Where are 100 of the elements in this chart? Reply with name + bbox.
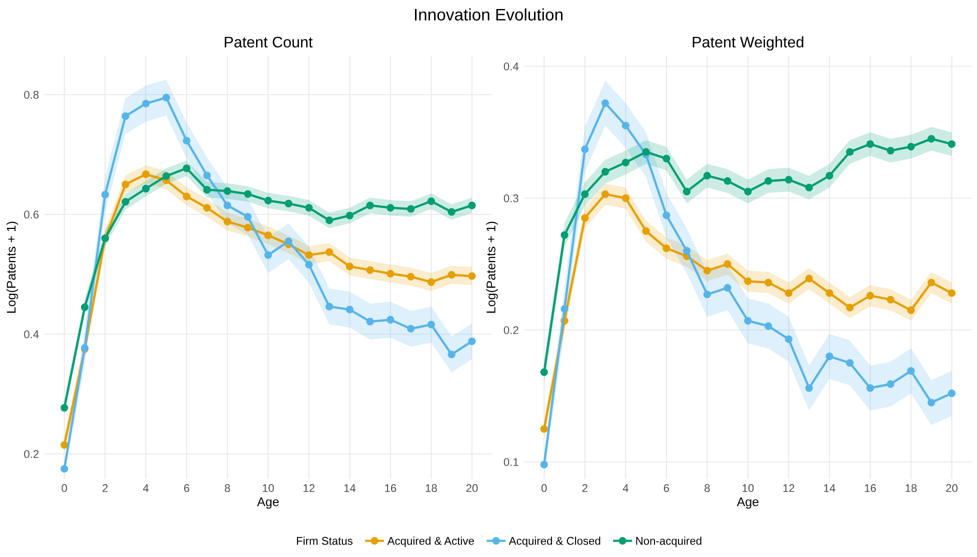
point — [662, 154, 670, 162]
point — [101, 190, 109, 198]
point — [866, 140, 874, 148]
point — [122, 198, 130, 206]
point — [80, 303, 89, 311]
point — [928, 278, 936, 286]
point — [784, 335, 793, 344]
x-tick-label: 16 — [864, 484, 876, 492]
point — [662, 211, 670, 220]
point — [826, 172, 834, 180]
point — [886, 380, 894, 388]
x-tick-label: 18 — [426, 484, 437, 492]
x-axis-title: Age — [736, 497, 758, 509]
point — [744, 316, 752, 325]
point — [305, 251, 313, 259]
point — [264, 196, 272, 204]
point — [724, 177, 732, 185]
point — [846, 359, 854, 367]
point — [581, 190, 589, 198]
point — [60, 441, 68, 449]
point — [907, 367, 915, 375]
legend-label: Acquired & Active — [387, 536, 474, 547]
x-tick-label: 10 — [262, 484, 274, 492]
point — [122, 112, 130, 120]
point — [305, 260, 313, 268]
point — [682, 247, 691, 255]
legend-title: Firm Status — [297, 536, 352, 545]
point — [682, 188, 691, 196]
point — [366, 266, 374, 274]
y-tick-label: 0.4 — [24, 330, 39, 338]
point — [407, 324, 415, 333]
point — [244, 212, 252, 221]
point — [60, 465, 68, 473]
point — [407, 272, 415, 280]
point — [928, 134, 936, 143]
point — [703, 266, 711, 274]
chart-title: Patent Weighted — [692, 36, 804, 51]
y-tick-label: 0.4 — [504, 62, 519, 70]
point — [386, 270, 394, 278]
point — [948, 389, 956, 398]
x-tick-label: 10 — [742, 484, 754, 492]
point — [203, 204, 211, 212]
point — [764, 177, 772, 185]
point — [346, 212, 354, 220]
point — [142, 100, 150, 108]
point — [346, 306, 354, 314]
x-tick-label: 6 — [664, 484, 669, 492]
legend-label: Non-acquired — [636, 536, 702, 547]
point — [540, 425, 548, 433]
point — [826, 352, 834, 360]
y-tick-label: 0.6 — [24, 210, 39, 219]
point — [60, 404, 68, 412]
point — [724, 284, 732, 292]
point — [346, 262, 354, 270]
point — [224, 187, 232, 195]
x-axis-title: Age — [257, 497, 279, 509]
point — [560, 305, 568, 313]
y-axis-title: Log(Patents + 1) — [486, 222, 498, 313]
x-tick-label: 4 — [143, 484, 149, 492]
point — [427, 197, 436, 206]
point — [182, 136, 190, 145]
point — [244, 224, 252, 232]
point — [203, 172, 211, 180]
point — [948, 140, 956, 148]
point — [846, 148, 854, 156]
point — [662, 244, 670, 252]
point — [224, 202, 232, 210]
point — [182, 192, 190, 200]
point — [886, 146, 894, 154]
point — [142, 170, 150, 178]
point — [448, 350, 456, 358]
point — [325, 302, 334, 310]
x-tick-label: 18 — [906, 484, 917, 492]
point — [386, 316, 394, 324]
point — [386, 204, 394, 212]
point — [886, 296, 894, 304]
y-axis-title: Log(Patents + 1) — [6, 222, 18, 313]
point — [284, 237, 292, 246]
point — [642, 227, 650, 235]
x-tick-label: 14 — [344, 484, 356, 492]
x-tick-label: 2 — [582, 484, 588, 492]
point — [601, 99, 610, 107]
point — [826, 289, 834, 297]
point — [325, 248, 334, 256]
point — [601, 168, 610, 176]
point — [203, 186, 211, 194]
y-tick-label: 0.1 — [504, 458, 518, 466]
y-tick-label: 0.2 — [504, 326, 518, 334]
point — [142, 184, 150, 192]
x-tick-label: 2 — [102, 484, 108, 492]
point — [907, 306, 915, 314]
point — [846, 304, 854, 312]
point — [264, 251, 272, 259]
point — [724, 260, 732, 268]
point — [162, 94, 170, 102]
x-tick-label: 6 — [184, 484, 190, 492]
x-tick-label: 16 — [385, 484, 396, 492]
point — [325, 216, 334, 224]
point — [764, 322, 772, 330]
point — [948, 289, 956, 297]
